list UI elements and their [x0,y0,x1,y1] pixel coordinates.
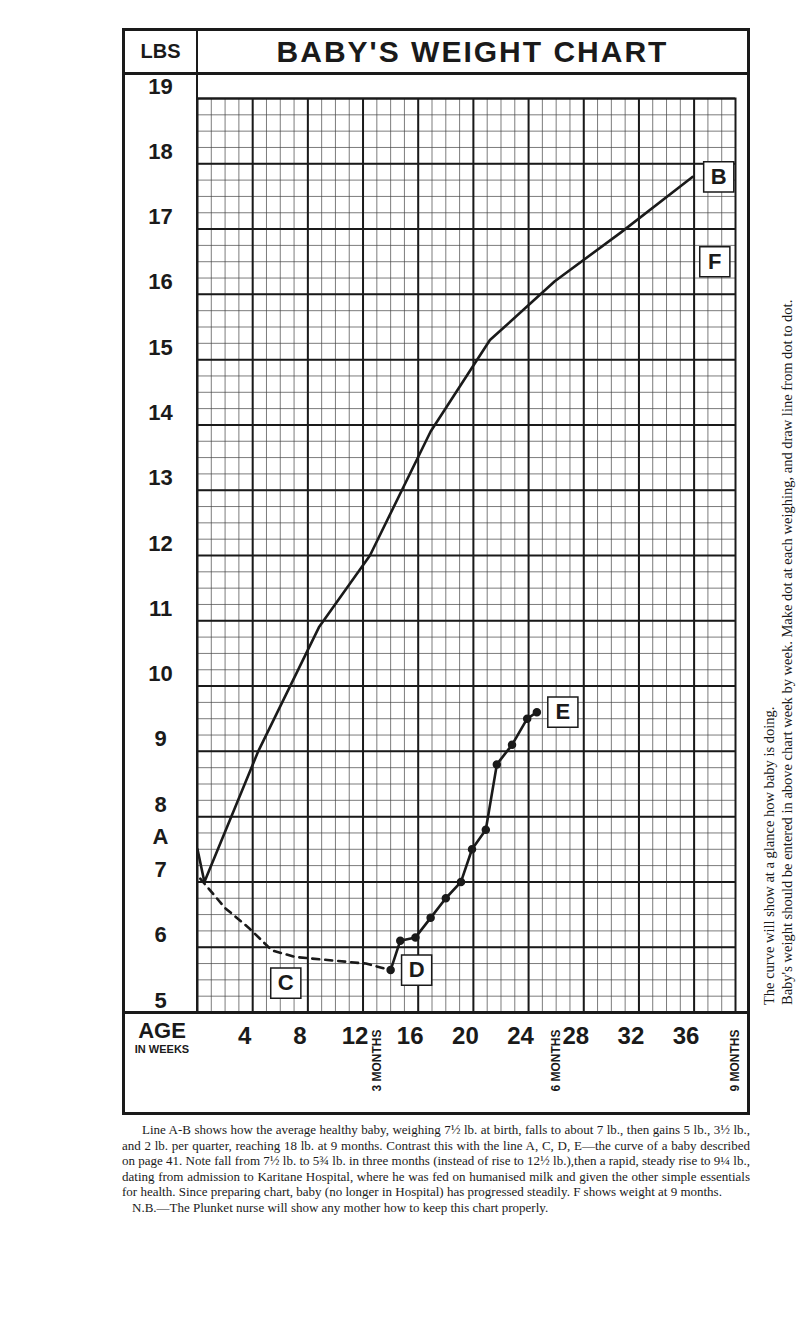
html-text:Baby's weight should be entere: Baby's weight should be entered in above… [779,299,795,1005]
svg-text:19: 19 [148,74,172,99]
html-text:BABY'S WEIGHT CHART: BABY'S WEIGHT CHART [276,34,669,68]
svg-text:12: 12 [148,531,172,556]
svg-text:E: E [556,699,571,724]
html-text:LBS: LBS [140,40,181,62]
svg-text:36: 36 [673,1022,700,1049]
svg-text:9 MONTHS: 9 MONTHS [728,1029,742,1091]
svg-text:7: 7 [154,857,166,882]
svg-text:9: 9 [154,726,166,751]
html-text:Line A-B shows how the average: Line A-B shows how the average healthy b… [122,1122,750,1199]
svg-text:A: A [153,824,169,849]
svg-text:18: 18 [148,139,172,164]
svg-text:16: 16 [397,1022,424,1049]
svg-text:5: 5 [154,988,166,1013]
html-text:N.B.—The Plunket nurse will sh: N.B.—The Plunket nurse will show any mot… [132,1199,549,1215]
html-text:AGE: AGE [138,1018,186,1043]
svg-text:17: 17 [148,204,172,229]
svg-text:16: 16 [148,269,172,294]
svg-text:12: 12 [342,1022,369,1049]
svg-text:6: 6 [154,922,166,947]
svg-text:28: 28 [562,1022,589,1049]
svg-text:20: 20 [452,1022,479,1049]
svg-text:F: F [708,249,721,274]
svg-text:B: B [711,164,727,189]
svg-text:C: C [278,970,294,995]
svg-text:11: 11 [149,596,172,621]
svg-text:3 MONTHS: 3 MONTHS [370,1029,384,1091]
svg-text:6 MONTHS: 6 MONTHS [549,1029,563,1091]
svg-text:8: 8 [293,1022,306,1049]
svg-text:8: 8 [154,792,166,817]
svg-text:4: 4 [238,1022,252,1049]
svg-text:D: D [409,957,425,982]
svg-text:32: 32 [618,1022,645,1049]
svg-text:24: 24 [507,1022,534,1049]
svg-text:10: 10 [148,661,172,686]
svg-text:13: 13 [148,465,172,490]
html-text:The curve will show at a glanc: The curve will show at a glance how baby… [761,706,777,1005]
svg-text:14: 14 [148,400,173,425]
svg-text:15: 15 [148,335,172,360]
html-text:IN WEEKS: IN WEEKS [134,1043,190,1055]
